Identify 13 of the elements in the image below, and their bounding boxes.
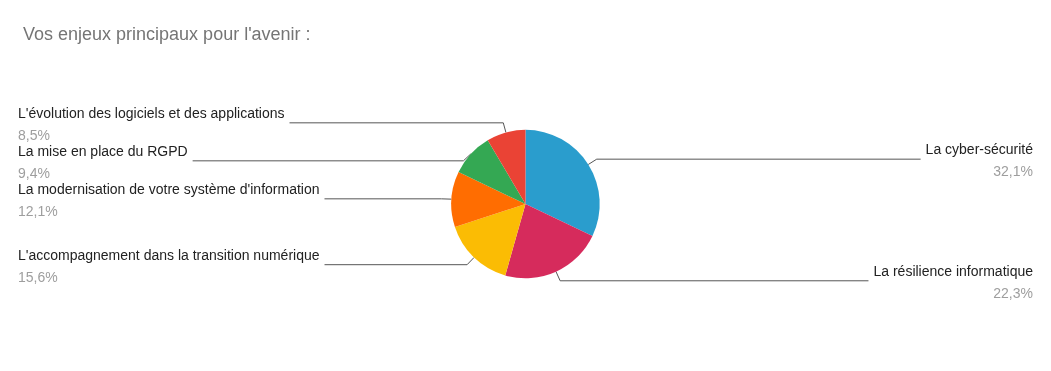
slice-label: L'évolution des logiciels et des applications — [18, 104, 285, 121]
data-label: 22,3% — [993, 284, 1033, 301]
data-label: 32,1% — [993, 163, 1033, 180]
data-label: 15,6% — [18, 268, 58, 285]
slice-label: La cyber-sécurité — [925, 141, 1034, 158]
slice-label: La modernisation de votre système d'information — [18, 180, 320, 197]
data-label: 12,1% — [18, 202, 58, 219]
slice-label: L'accompagnement dans la transition numérique — [18, 246, 320, 263]
data-label: 9,4% — [18, 164, 50, 181]
chart-title: Vos enjeux principaux pour l'avenir : — [23, 24, 311, 44]
data-label: 8,5% — [18, 126, 50, 143]
slice-label: La mise en place du RGPD — [18, 142, 188, 159]
slice-label: La résilience informatique — [873, 262, 1034, 279]
